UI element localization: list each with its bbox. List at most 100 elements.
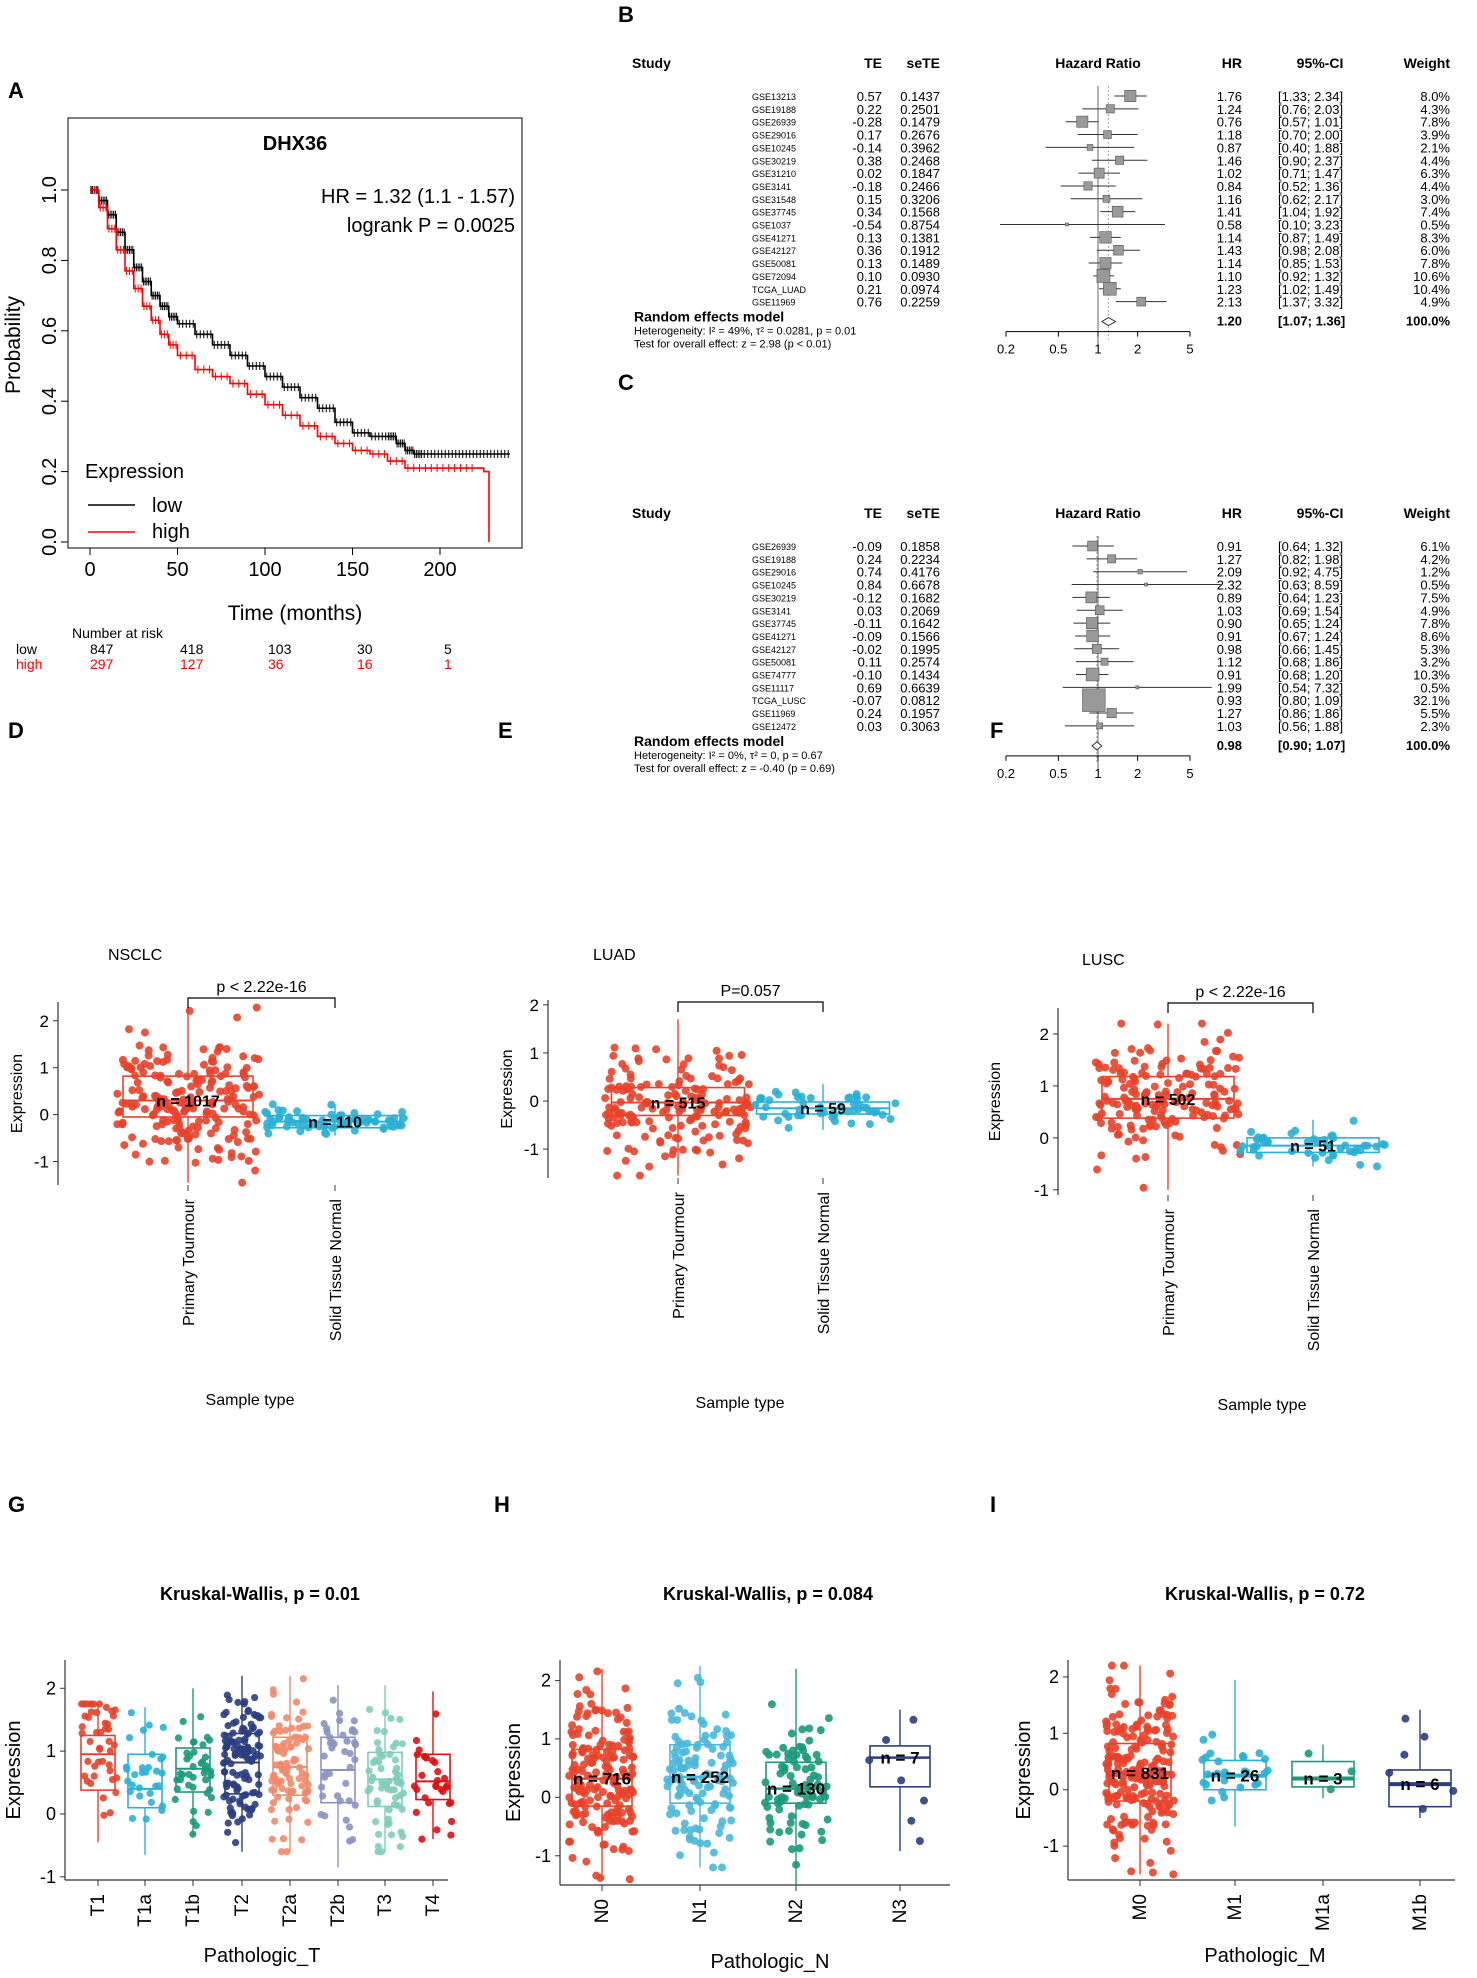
te-value: 0.84 [857,578,882,593]
data-point [801,1765,810,1774]
y-tick-label: 1 [40,1059,49,1078]
study-label: GSE50081 [752,259,796,269]
data-point [664,1131,673,1140]
data-point [706,1148,715,1157]
data-point [686,1074,695,1083]
hr-point [1085,667,1100,682]
data-point [418,1771,426,1779]
data-point [715,1054,724,1063]
data-point [211,1124,220,1133]
hr-point [1082,688,1106,712]
study-label: GSE12472 [752,722,796,732]
data-point [136,1792,144,1800]
hr-point [1124,90,1137,102]
y-tick-label: 1 [1049,1723,1059,1743]
data-point [567,1727,576,1736]
data-point [199,1741,207,1749]
risk-value: 103 [268,641,292,657]
ci-value: [0.68; 1.86] [1278,655,1343,670]
data-point [285,1113,294,1122]
weight-value: 8.0% [1420,89,1450,104]
data-point [432,1781,440,1790]
data-point [741,1118,750,1127]
hr-point [1103,282,1117,296]
y-tick-label: 0.2 [39,458,61,486]
ci-value: [0.10; 3.23] [1278,218,1343,233]
data-point [298,1836,306,1844]
data-point [675,1077,684,1086]
data-point [131,1056,140,1065]
km-line-low [90,189,510,455]
data-point [1157,1111,1166,1120]
sete-value: 0.1568 [900,205,940,220]
data-point [231,1751,239,1760]
hr-value: 2.32 [1217,578,1242,593]
data-point [279,1835,288,1843]
data-point [1117,1019,1126,1028]
box-plot-D: -1 0 1 2 n = 1017 Primary Tourmour n = 110 Soli… [9,947,408,1409]
study-label: TCGA_LUAD [752,285,807,295]
te-value: -0.10 [852,668,882,683]
data-point [1097,1119,1106,1128]
data-point [713,1725,722,1734]
data-point [387,1714,395,1722]
y-tick-label: 0 [46,1804,56,1824]
ci-value: [0.85; 1.53] [1278,256,1343,271]
data-point [1136,1761,1145,1770]
data-point [291,1756,300,1764]
data-point [431,1758,439,1767]
data-point [295,1715,303,1723]
data-point [587,1699,596,1708]
data-point [1400,1750,1409,1759]
data-point [568,1749,577,1758]
data-point [725,1803,734,1812]
ci-value: [0.67; 1.24] [1278,629,1343,644]
data-point [662,1055,671,1064]
data-point [269,1799,278,1807]
data-point [703,1839,712,1848]
data-point [1169,1796,1178,1805]
sete-value: 0.8754 [900,218,940,233]
data-point [568,1721,577,1730]
data-point [582,1712,591,1721]
data-point [80,1700,88,1708]
data-point [292,1803,301,1812]
risk-value: 36 [268,656,284,672]
data-point [735,1154,744,1163]
data-point [399,1832,407,1840]
data-point [1163,1808,1172,1817]
data-point [1120,1068,1129,1077]
data-point [448,1817,456,1826]
te-value: 0.36 [857,243,882,258]
data-point [762,1747,771,1756]
significance-bracket [677,1001,824,1012]
data-point [788,1845,797,1854]
weight-value: 4.4% [1420,179,1450,194]
sete-value: 0.1957 [900,706,940,721]
x-tick-label: T1a [135,1894,156,1927]
data-point [1111,1780,1120,1789]
n-label: n = 130 [767,1780,825,1799]
p-value-label: p < 2.22e-16 [1195,984,1285,1001]
hr-value: 0.89 [1217,590,1242,605]
data-point [106,1747,114,1755]
data-point [687,1712,696,1721]
data-point [224,1135,233,1144]
data-point [418,1835,426,1843]
te-value: 0.74 [857,565,882,580]
n-label: n = 831 [1111,1764,1169,1783]
data-point [268,1100,277,1109]
data-point [234,1698,242,1706]
x-tick-label: T4 [423,1894,444,1917]
data-point [775,1828,784,1837]
weight-value: 2.1% [1420,140,1450,155]
data-point [146,1789,154,1797]
data-point [163,1055,172,1064]
data-point [231,1084,240,1093]
te-value: 0.17 [857,128,882,143]
ci-value: [0.82; 1.98] [1278,552,1343,567]
data-point [1148,1868,1157,1877]
n-label: n = 6 [1400,1775,1439,1794]
te-value: 0.34 [857,205,882,220]
data-point [592,1768,601,1777]
